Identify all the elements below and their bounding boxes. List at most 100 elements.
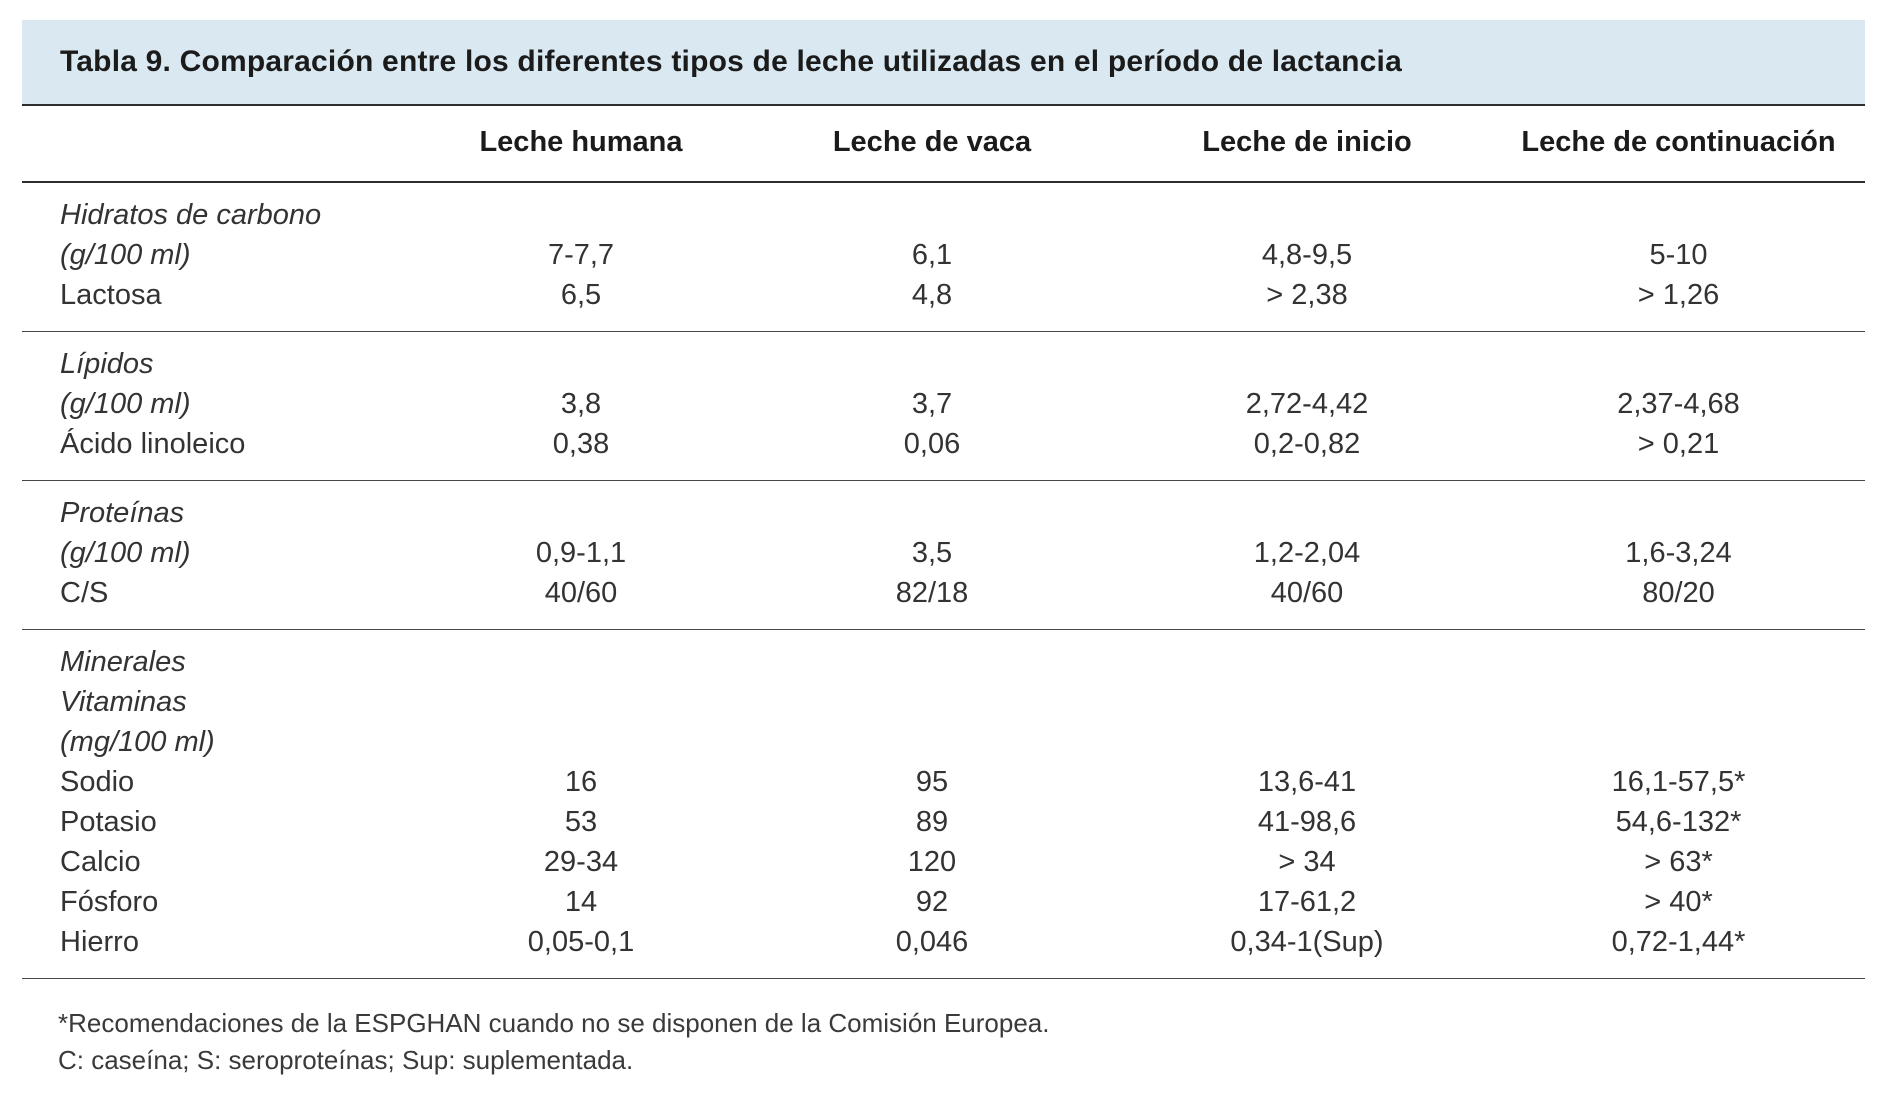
table-row: Vitaminas — [22, 682, 1865, 722]
cell-value — [742, 481, 1122, 534]
row-label: Lactosa — [60, 279, 162, 311]
cell-value — [1492, 481, 1865, 534]
cell-value — [420, 682, 742, 722]
column-header-leche-de-continuacion: Leche de continuación — [1521, 126, 1836, 158]
cell-value: 5-10 — [1649, 239, 1708, 271]
cell-value — [1492, 722, 1865, 762]
row-label: (mg/100 ml) — [60, 726, 215, 758]
cell-value: > 34 — [1278, 846, 1336, 878]
row-label: Potasio — [60, 806, 157, 838]
cell-value: > 63* — [1644, 846, 1713, 878]
cell-value: 2,37-4,68 — [1617, 388, 1740, 420]
cell-value: 40/60 — [1270, 577, 1344, 609]
table-row: Hierro 0,05-0,1 0,046 0,34-1(Sup) 0,72-1,44* — [22, 922, 1865, 979]
table-row: Calcio 29-34 120 > 34 > 63* — [22, 842, 1865, 882]
table-row: Fósforo 14 92 17-61,2 > 40* — [22, 882, 1865, 922]
row-label: (g/100 ml) — [60, 388, 191, 420]
table-header: Leche humana Leche de vaca Leche de inic… — [22, 105, 1865, 182]
cell-value — [1122, 332, 1492, 385]
table-row: Lactosa 6,5 4,8 > 2,38 > 1,26 — [22, 275, 1865, 332]
section-hidratos-de-carbono: Hidratos de carbono (g/100 ml) 7-7,7 6,1 4,8… — [22, 182, 1865, 332]
cell-value — [1122, 722, 1492, 762]
row-label: Proteínas — [60, 497, 185, 529]
cell-value — [1492, 182, 1865, 235]
cell-value: 16,1-57,5* — [1611, 766, 1746, 798]
cell-value: 4,8 — [911, 279, 953, 311]
cell-value — [742, 682, 1122, 722]
row-label: Lípidos — [60, 348, 154, 380]
table-row: (mg/100 ml) — [22, 722, 1865, 762]
footnotes: *Recomendaciones de la ESPGHAN cuando no… — [22, 979, 1865, 1079]
table-row: (g/100 ml) 0,9-1,1 3,5 1,2-2,04 1,6-3,24 — [22, 533, 1865, 573]
cell-value: 41-98,6 — [1257, 806, 1357, 838]
cell-value: 3,8 — [560, 388, 602, 420]
cell-value: 0,38 — [552, 428, 610, 460]
cell-value — [1122, 481, 1492, 534]
cell-value: 53 — [564, 806, 598, 838]
cell-value: 14 — [564, 886, 598, 918]
cell-value: 0,05-0,1 — [527, 926, 635, 958]
cell-value: > 40* — [1644, 886, 1713, 918]
cell-value: 29-34 — [543, 846, 619, 878]
cell-value: 40/60 — [544, 577, 618, 609]
cell-value — [1492, 332, 1865, 385]
table-row: Sodio 16 95 13,6-41 16,1-57,5* — [22, 762, 1865, 802]
cell-value: 120 — [907, 846, 957, 878]
cell-value — [742, 722, 1122, 762]
row-label: Calcio — [60, 846, 141, 878]
cell-value — [1492, 630, 1865, 683]
cell-value: 16 — [564, 766, 598, 798]
cell-value: 13,6-41 — [1257, 766, 1357, 798]
cell-value — [420, 332, 742, 385]
milk-comparison-table: Leche humana Leche de vaca Leche de inic… — [22, 104, 1865, 979]
row-label: Sodio — [60, 766, 135, 798]
section-lipidos: Lípidos (g/100 ml) 3,8 3,7 2,72-4,42 2,37-4,6… — [22, 332, 1865, 481]
cell-value — [1122, 682, 1492, 722]
cell-value — [1122, 182, 1492, 235]
row-label: (g/100 ml) — [60, 537, 191, 569]
row-label: Hierro — [60, 926, 139, 958]
cell-value: 6,5 — [560, 279, 602, 311]
cell-value: 6,1 — [911, 239, 953, 271]
table-title-band: Tabla 9. Comparación entre los diferente… — [22, 20, 1865, 104]
cell-value: 80/20 — [1642, 577, 1715, 609]
table-row: Minerales — [22, 630, 1865, 683]
cell-value: 4,8-9,5 — [1261, 239, 1353, 271]
section-minerales-vitaminas: Minerales Vitaminas (mg/100 ml) Sodio 16 95 13… — [22, 630, 1865, 979]
row-label: C/S — [60, 577, 109, 609]
cell-value: 1,6-3,24 — [1625, 537, 1732, 569]
cell-value — [742, 630, 1122, 683]
cell-value: 1,2-2,04 — [1253, 537, 1361, 569]
row-label: Vitaminas — [60, 686, 187, 718]
column-header-leche-de-vaca: Leche de vaca — [832, 126, 1032, 158]
row-label: (g/100 ml) — [60, 239, 191, 271]
footnote-abbreviations: C: caseína; S: seroproteínas; Sup: suple… — [58, 1045, 634, 1075]
cell-value: 92 — [915, 886, 949, 918]
cell-value: 89 — [915, 806, 949, 838]
cell-value — [420, 722, 742, 762]
cell-value: 0,34-1(Sup) — [1230, 926, 1384, 958]
cell-value — [742, 332, 1122, 385]
cell-value: > 2,38 — [1266, 279, 1348, 311]
cell-value: 2,72-4,42 — [1245, 388, 1369, 420]
cell-value: 95 — [915, 766, 949, 798]
cell-value: 0,72-1,44* — [1611, 926, 1746, 958]
table-row: (g/100 ml) 3,8 3,7 2,72-4,42 2,37-4,68 — [22, 384, 1865, 424]
cell-value: 82/18 — [895, 577, 969, 609]
cell-value — [742, 182, 1122, 235]
cell-value: 54,6-132* — [1615, 806, 1742, 838]
section-proteinas: Proteínas (g/100 ml) 0,9-1,1 3,5 1,2-2,04 1,6… — [22, 481, 1865, 630]
cell-value — [420, 481, 742, 534]
cell-value: 3,7 — [911, 388, 953, 420]
row-label: Hidratos de carbono — [60, 199, 322, 231]
cell-value — [1492, 682, 1865, 722]
row-label: Minerales — [60, 646, 186, 678]
cell-value: 0,06 — [903, 428, 961, 460]
row-label-header — [22, 105, 420, 182]
cell-value: 3,5 — [911, 537, 953, 569]
table-row: C/S 40/60 82/18 40/60 80/20 — [22, 573, 1865, 630]
cell-value — [420, 182, 742, 235]
header-row: Leche humana Leche de vaca Leche de inic… — [22, 105, 1865, 182]
cell-value: 17-61,2 — [1257, 886, 1357, 918]
